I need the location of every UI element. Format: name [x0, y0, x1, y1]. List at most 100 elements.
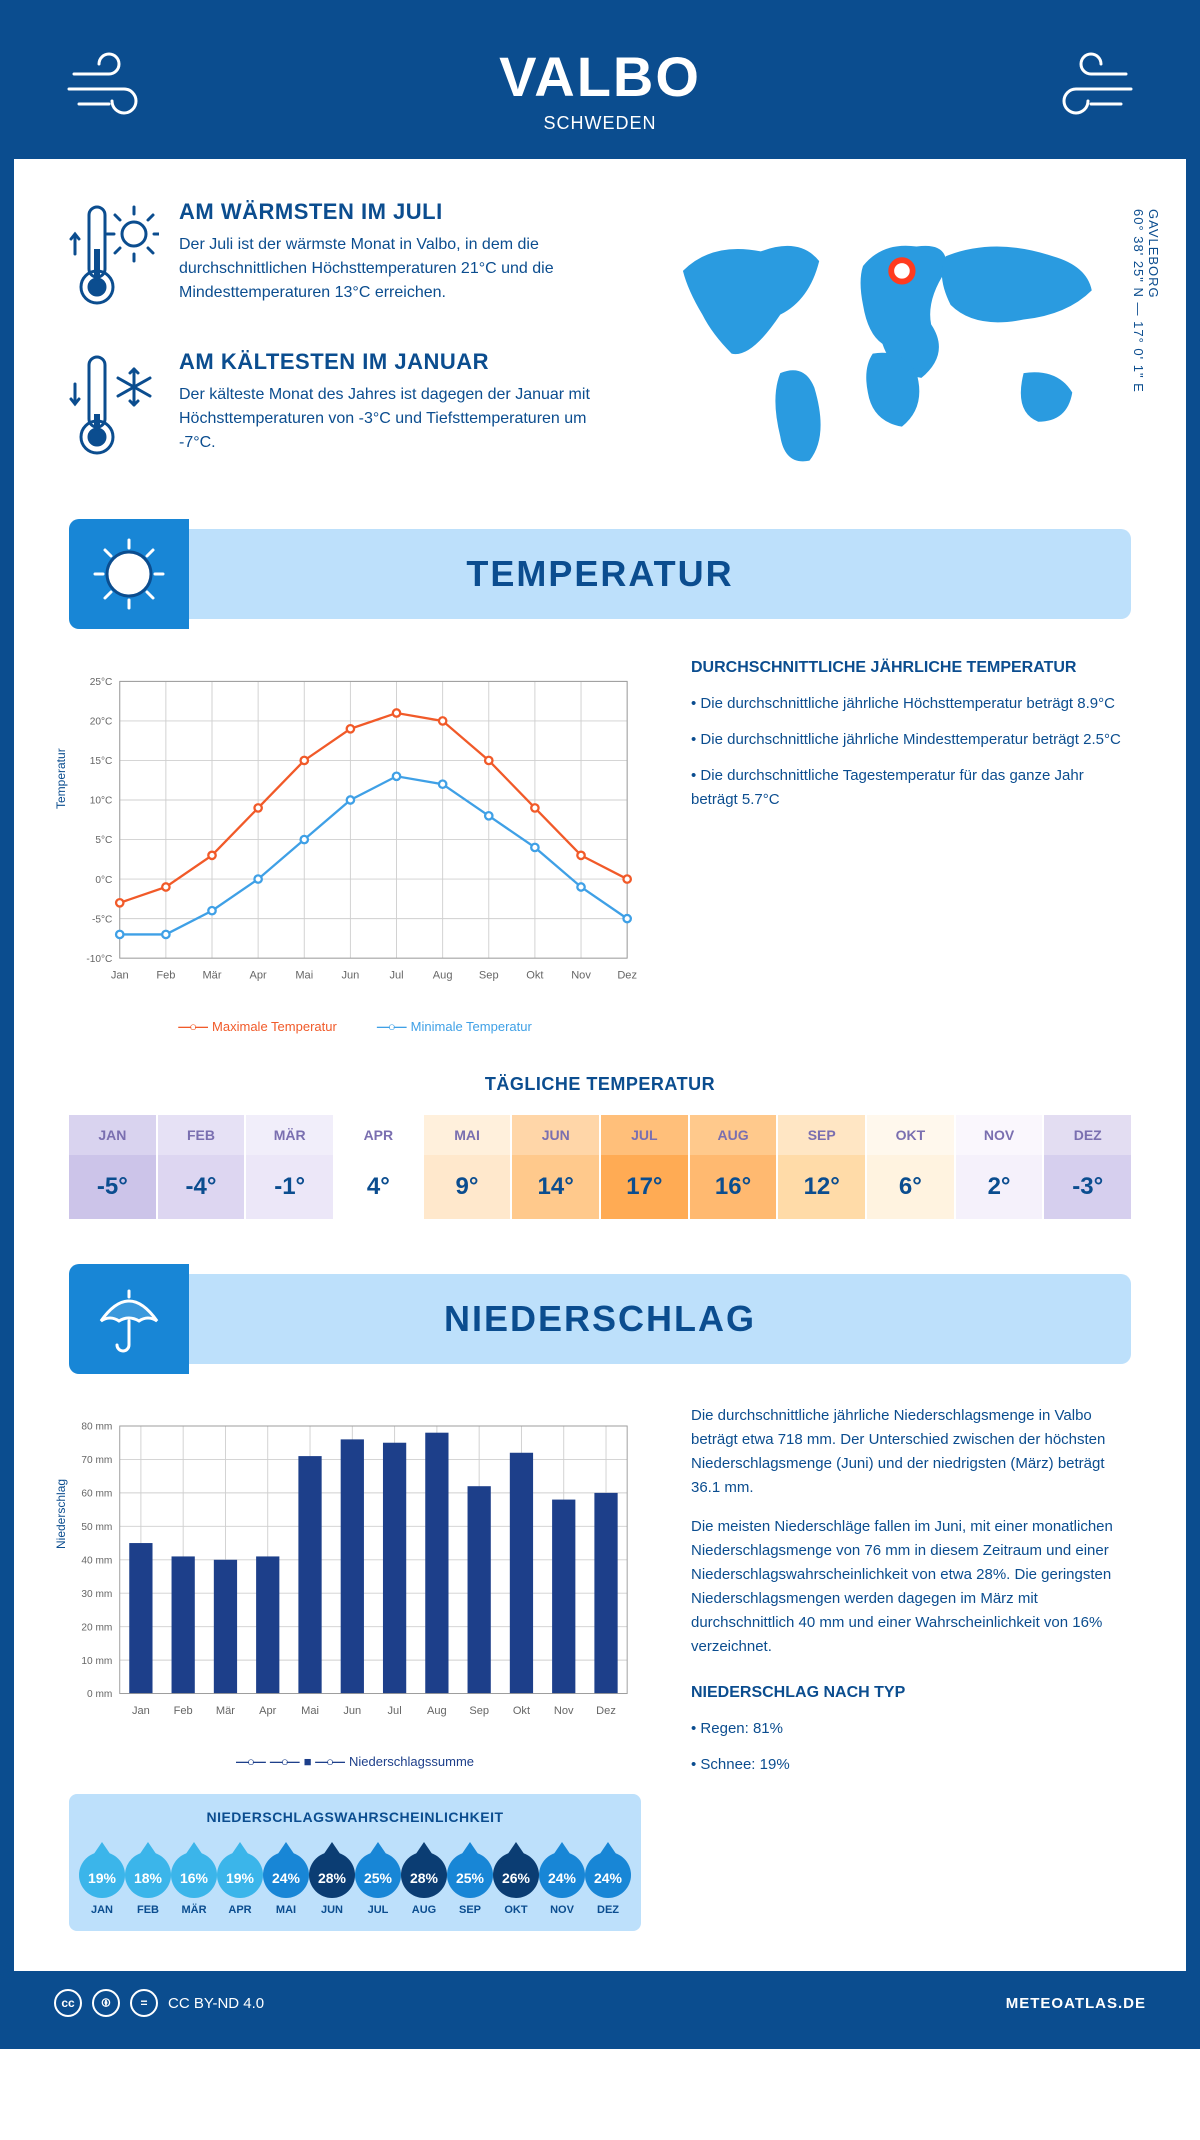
svg-text:Aug: Aug	[433, 969, 453, 981]
svg-text:Sep: Sep	[469, 1705, 489, 1717]
coords-label: 60° 38' 25" N — 17° 0' 1" E	[1131, 209, 1146, 393]
city-title: VALBO	[14, 44, 1186, 109]
world-map: GAVLEBORG60° 38' 25" N — 17° 0' 1" E	[644, 199, 1131, 499]
svg-text:10 mm: 10 mm	[81, 1656, 112, 1667]
coldest-title: AM KÄLTESTEN IM JANUAR	[179, 349, 604, 375]
wind-icon	[1036, 49, 1136, 124]
svg-text:Feb: Feb	[156, 969, 175, 981]
svg-text:5°C: 5°C	[95, 835, 112, 846]
svg-text:40 mm: 40 mm	[81, 1555, 112, 1566]
svg-text:Feb: Feb	[174, 1705, 193, 1717]
daily-temp-cell: MAI 9°	[424, 1115, 513, 1219]
svg-text:Jul: Jul	[388, 1705, 402, 1717]
precip-drop: 28%JUN	[309, 1840, 355, 1916]
svg-text:10°C: 10°C	[90, 796, 113, 807]
avg-temp-bullet: Die durchschnittliche jährliche Mindestt…	[691, 728, 1131, 752]
svg-text:70 mm: 70 mm	[81, 1455, 112, 1466]
precip-drop: 16%MÄR	[171, 1840, 217, 1916]
avg-temp-bullet: Die durchschnittliche jährliche Höchstte…	[691, 692, 1131, 716]
temperature-banner: TEMPERATUR	[69, 529, 1131, 619]
svg-text:20 mm: 20 mm	[81, 1622, 112, 1633]
precip-banner: NIEDERSCHLAG	[69, 1274, 1131, 1364]
precip-type-title: NIEDERSCHLAG NACH TYP	[691, 1684, 1131, 1702]
daily-temp-cell: MÄR -1°	[246, 1115, 335, 1219]
avg-temp-bullet: Die durchschnittliche Tagestemperatur fü…	[691, 764, 1131, 812]
precip-drop: 25%JUL	[355, 1840, 401, 1916]
svg-text:Jan: Jan	[132, 1705, 150, 1717]
legend-sum: ■ Niederschlagssumme	[236, 1754, 474, 1769]
wind-icon	[64, 49, 164, 124]
warmest-title: AM WÄRMSTEN IM JULI	[179, 199, 604, 225]
precip-drop: 18%FEB	[125, 1840, 171, 1916]
cc-icon: cc	[54, 1989, 82, 2017]
avg-temp-bullets: Die durchschnittliche jährliche Höchstte…	[691, 692, 1131, 812]
daily-temp-cell: DEZ -3°	[1044, 1115, 1131, 1219]
intro-row: AM WÄRMSTEN IM JULI Der Juli ist der wär…	[69, 199, 1131, 499]
infographic-frame: VALBO SCHWEDEN AM WÄRMSTEN IM JULI Der J…	[0, 0, 1200, 2049]
svg-text:0 mm: 0 mm	[87, 1689, 112, 1700]
svg-text:25°C: 25°C	[90, 677, 113, 688]
svg-text:Jun: Jun	[343, 1705, 361, 1717]
footer: cc 🅯 = CC BY-ND 4.0 METEOATLAS.DE	[14, 1971, 1186, 2035]
site-name: METEOATLAS.DE	[1006, 1995, 1146, 2012]
svg-text:-10°C: -10°C	[86, 954, 112, 965]
daily-temp-cell: SEP 12°	[778, 1115, 867, 1219]
svg-text:Dez: Dez	[596, 1705, 616, 1717]
precip-prob-box: NIEDERSCHLAGSWAHRSCHEINLICHKEIT 19%JAN 1…	[69, 1794, 641, 1931]
svg-text:Nov: Nov	[571, 969, 591, 981]
daily-temp-title: TÄGLICHE TEMPERATUR	[69, 1074, 1131, 1095]
header: VALBO SCHWEDEN	[14, 14, 1186, 159]
coldest-fact: AM KÄLTESTEN IM JANUAR Der kälteste Mona…	[69, 349, 604, 464]
thermometer-snow-icon	[69, 349, 159, 464]
precip-drop: 19%APR	[217, 1840, 263, 1916]
by-icon: 🅯	[92, 1989, 120, 2017]
precip-title: NIEDERSCHLAG	[69, 1298, 1131, 1340]
warmest-fact: AM WÄRMSTEN IM JULI Der Juli ist der wär…	[69, 199, 604, 314]
svg-text:15°C: 15°C	[90, 756, 113, 767]
precip-drop: 24%NOV	[539, 1840, 585, 1916]
svg-text:Nov: Nov	[554, 1705, 574, 1717]
precip-drop: 24%DEZ	[585, 1840, 631, 1916]
daily-temp-cell: FEB -4°	[158, 1115, 247, 1219]
svg-text:20°C: 20°C	[90, 717, 113, 728]
precip-type-item: Schnee: 19%	[691, 1753, 1131, 1777]
svg-text:Okt: Okt	[513, 1705, 530, 1717]
precip-type-list: Regen: 81% Schnee: 19%	[691, 1717, 1131, 1777]
precip-bar-chart: Niederschlag 0 mm10 mm20 mm30 mm40 mm50 …	[69, 1404, 641, 1739]
precip-para-1: Die durchschnittliche jährliche Niedersc…	[691, 1404, 1131, 1500]
region-label: GAVLEBORG	[1146, 209, 1161, 299]
precip-drop: 26%OKT	[493, 1840, 539, 1916]
temp-ylabel: Temperatur	[54, 748, 68, 809]
daily-temp-cell: JUL 17°	[601, 1115, 690, 1219]
precip-drop: 19%JAN	[79, 1840, 125, 1916]
precip-para-2: Die meisten Niederschläge fallen im Juni…	[691, 1515, 1131, 1659]
daily-temp-cell: JUN 14°	[512, 1115, 601, 1219]
svg-text:0°C: 0°C	[95, 875, 112, 886]
precip-type-item: Regen: 81%	[691, 1717, 1131, 1741]
temperature-title: TEMPERATUR	[69, 553, 1131, 595]
svg-text:Mai: Mai	[301, 1705, 319, 1717]
precip-drops: 19%JAN 18%FEB 16%MÄR 19%APR 24%MAI 28%JU…	[79, 1840, 631, 1916]
coldest-text: Der kälteste Monat des Jahres ist dagege…	[179, 383, 604, 455]
daily-temp-cell: AUG 16°	[690, 1115, 779, 1219]
svg-text:Mai: Mai	[295, 969, 313, 981]
precip-drop: 24%MAI	[263, 1840, 309, 1916]
precip-drop: 28%AUG	[401, 1840, 447, 1916]
precip-legend: ■ Niederschlagssumme	[69, 1754, 641, 1769]
svg-text:30 mm: 30 mm	[81, 1589, 112, 1600]
daily-temp-cell: APR 4°	[335, 1115, 424, 1219]
svg-text:Aug: Aug	[427, 1705, 447, 1717]
precip-drop: 25%SEP	[447, 1840, 493, 1916]
warmest-text: Der Juli ist der wärmste Monat in Valbo,…	[179, 233, 604, 305]
temp-legend: Maximale Temperatur Minimale Temperatur	[69, 1019, 641, 1034]
license-block: cc 🅯 = CC BY-ND 4.0	[54, 1989, 264, 2017]
svg-text:60 mm: 60 mm	[81, 1489, 112, 1500]
svg-text:Sep: Sep	[479, 969, 499, 981]
license-text: CC BY-ND 4.0	[168, 1995, 264, 2012]
country-subtitle: SCHWEDEN	[14, 113, 1186, 134]
legend-max: Maximale Temperatur	[178, 1019, 337, 1034]
precip-prob-title: NIEDERSCHLAGSWAHRSCHEINLICHKEIT	[79, 1809, 631, 1825]
svg-text:Jul: Jul	[389, 969, 403, 981]
avg-temp-title: DURCHSCHNITTLICHE JÄHRLICHE TEMPERATUR	[691, 659, 1131, 677]
daily-temp-cell: NOV 2°	[956, 1115, 1045, 1219]
